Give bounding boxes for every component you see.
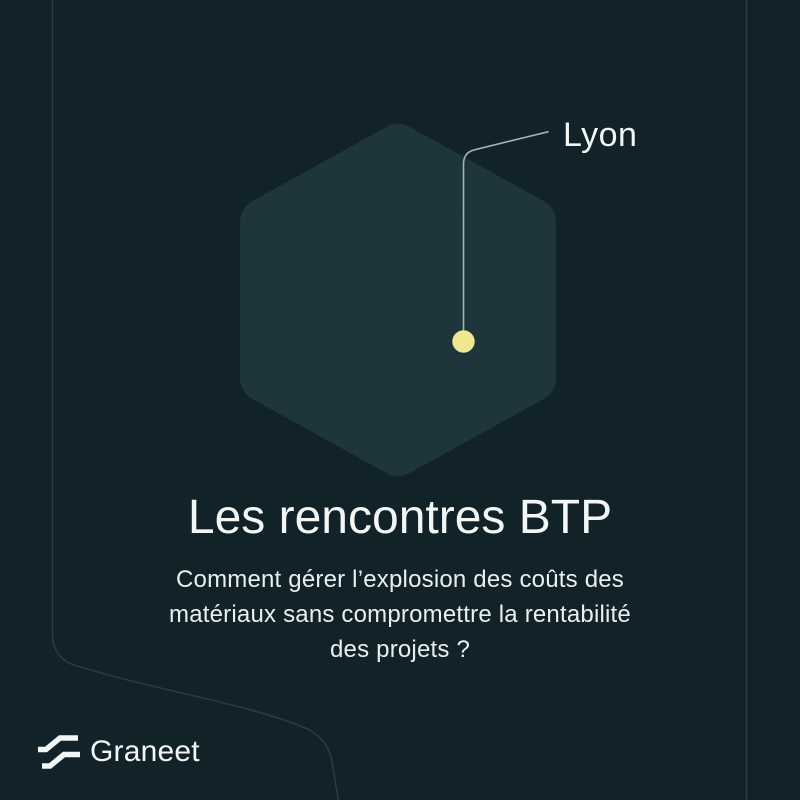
graneet-logo-text: Graneet [90, 735, 200, 768]
subtitle-line: Comment gérer l’explosion des coûts des [175, 566, 624, 593]
subtitle-line: des projets ? [329, 636, 470, 663]
callout-line [462, 131, 549, 337]
graneet-double-chevron-icon [38, 735, 80, 769]
callout-label: Lyon [563, 116, 638, 154]
subtitle-line: matériaux sans compromettre la rentabili… [169, 601, 631, 628]
hexagon-path [240, 124, 556, 476]
logo-stroke-top [38, 735, 78, 753]
event-title: Les rencontres BTP [187, 491, 613, 544]
event-subtitle: Comment gérer l’explosion des coûts des … [0, 562, 800, 667]
graneet-logo: Graneet [38, 733, 200, 771]
location-dot-icon [452, 330, 475, 353]
deco-frame-left [51, 0, 340, 800]
logo-stroke-bottom [42, 751, 80, 769]
